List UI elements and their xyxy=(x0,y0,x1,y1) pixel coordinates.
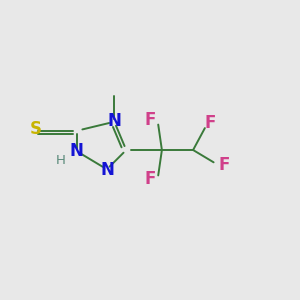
Text: N: N xyxy=(70,142,83,160)
Text: S: S xyxy=(30,120,42,138)
Text: F: F xyxy=(219,156,230,174)
Text: H: H xyxy=(56,154,66,167)
Text: F: F xyxy=(144,170,155,188)
Text: N: N xyxy=(107,112,121,130)
Text: N: N xyxy=(100,161,114,179)
Text: F: F xyxy=(205,114,216,132)
Text: F: F xyxy=(144,111,155,129)
